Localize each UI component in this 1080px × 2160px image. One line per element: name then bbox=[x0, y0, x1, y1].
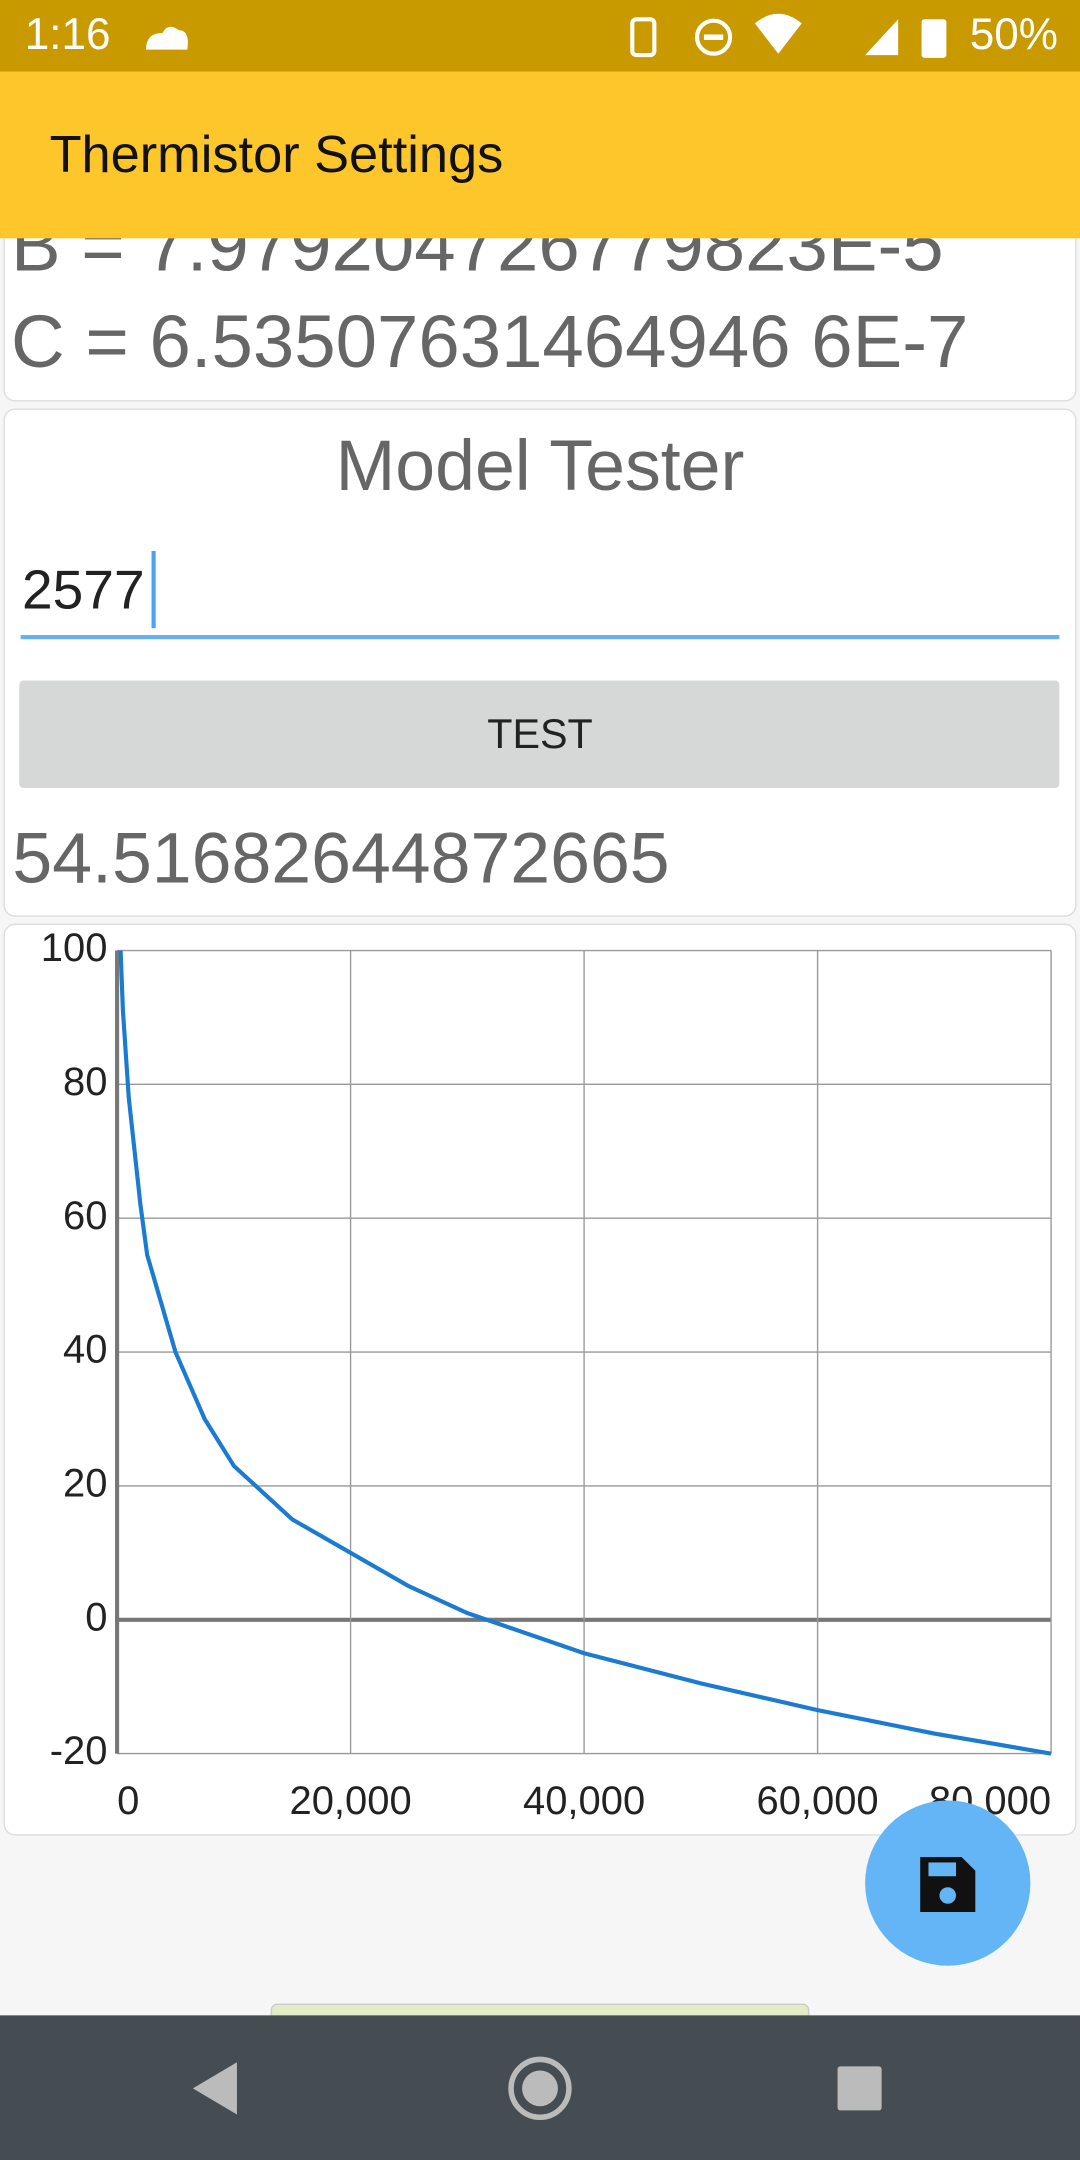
wifi-icon bbox=[754, 13, 802, 54]
data-line bbox=[118, 950, 1052, 1756]
status-battery: 50% bbox=[970, 10, 1058, 59]
test-button[interactable]: TEST bbox=[19, 680, 1060, 788]
coefficient-c: C = 6.53507631464946 6E-7 bbox=[11, 300, 968, 383]
y-tick-label: 20 bbox=[63, 1461, 107, 1505]
status-time: 1:16 bbox=[25, 10, 111, 59]
save-icon-slot bbox=[928, 1862, 957, 1877]
chart-card bbox=[3, 923, 1077, 1836]
save-icon-dot bbox=[939, 1887, 957, 1904]
signal-icon bbox=[865, 19, 899, 56]
nav-home-dot bbox=[522, 2070, 558, 2107]
button-bg[interactable] bbox=[19, 680, 1060, 788]
app-title: Thermistor Settings bbox=[50, 126, 504, 184]
y-tick-label: 0 bbox=[85, 1595, 107, 1639]
x-tick-label: 20,000 bbox=[290, 1779, 412, 1823]
y-tick-label: 80 bbox=[63, 1060, 107, 1104]
x-tick-label: 0 bbox=[117, 1779, 139, 1823]
tester-title: Model Tester bbox=[336, 426, 745, 506]
y-tick-label: -20 bbox=[50, 1729, 108, 1773]
nav-back[interactable] bbox=[192, 2062, 237, 2115]
tester-card bbox=[3, 408, 1077, 917]
cursor bbox=[151, 551, 156, 629]
y-tick-label: 100 bbox=[41, 926, 108, 970]
dnd-icon bbox=[694, 18, 733, 56]
battery-icon bbox=[921, 19, 947, 58]
nav-home[interactable] bbox=[508, 2056, 572, 2121]
weather-icon bbox=[146, 26, 188, 50]
button-label[interactable]: TEST bbox=[487, 711, 593, 757]
app-bar bbox=[0, 71, 1080, 239]
y-tick-label: 40 bbox=[63, 1328, 107, 1372]
y-tick-label: 60 bbox=[63, 1194, 107, 1238]
input-underline bbox=[20, 635, 1060, 640]
input-text[interactable]: 2577 bbox=[22, 558, 145, 620]
test-result: 54.51682644872665 bbox=[12, 819, 669, 899]
vibrate-icon bbox=[630, 17, 657, 58]
nav-recents[interactable] bbox=[837, 2066, 882, 2111]
dnd-bar bbox=[703, 34, 724, 40]
save-fab[interactable] bbox=[865, 1800, 1031, 1966]
x-tick-label: 40,000 bbox=[523, 1779, 645, 1823]
input-field[interactable]: 2577 bbox=[20, 551, 1060, 640]
x-tick-label: 60,000 bbox=[756, 1779, 878, 1823]
